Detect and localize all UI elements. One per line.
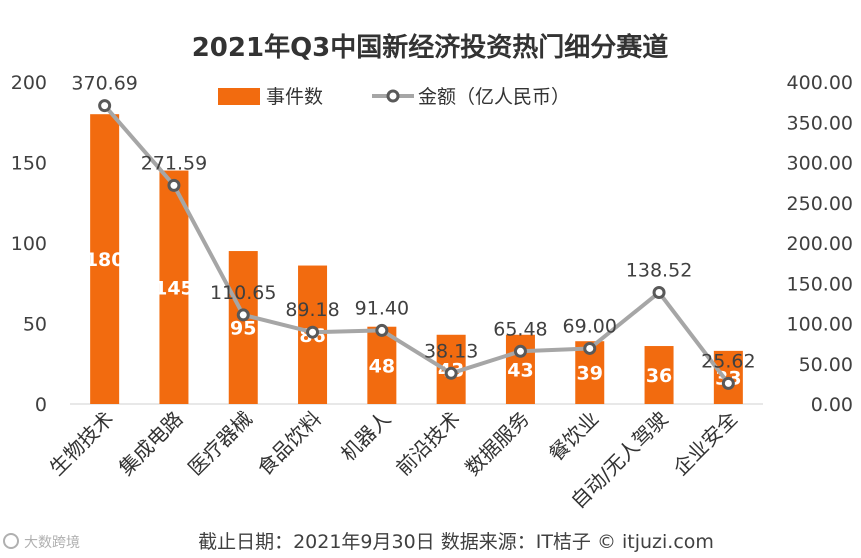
line-point [167,178,181,192]
right-axis-tick: 100.00 [787,314,853,336]
bar-value-label: 95 [230,318,256,340]
line-point [513,344,527,358]
bar [159,170,189,404]
watermark-icon [3,533,19,549]
bar-value-label: 145 [154,277,194,299]
line-point [583,341,597,355]
left-axis-tick: 200 [11,72,47,94]
legend-line-label: 金额（亿人民币） [418,86,570,108]
line-value-label: 25.62 [701,350,755,372]
watermark-text: 大数跨境 [24,535,80,551]
legend-bar-label: 事件数 [266,86,323,108]
bar [90,114,120,404]
line-point [652,285,666,299]
bar-value-label: 180 [85,249,125,271]
line-value-label: 69.00 [563,315,617,337]
line-value-label: 89.18 [285,299,339,321]
category-label: 前沿技术 [391,407,465,481]
line-value-label: 38.13 [424,340,478,362]
bar-value-label: 39 [577,363,603,385]
category-label: 企业安全 [668,407,742,481]
left-axis-tick: 150 [11,153,47,175]
bar [228,251,258,404]
line-series: 370.69 271.59 110.65 89.18 91.40 38.13 65.48 69… [71,73,756,390]
right-axis-tick: 250.00 [787,193,853,215]
line-point [98,99,112,113]
line-point [306,325,320,339]
right-axis-tick: 200.00 [787,233,853,255]
legend: 事件数 金额（亿人民币） [218,86,570,108]
category-label: 食品饮料 [253,407,327,481]
line-point [236,308,250,322]
right-axis-tick: 300.00 [787,153,853,175]
right-axis-tick: 400.00 [787,72,853,94]
axes: 0 50 100 150 200 0.00 50.00 100.00 150.00 200.00 2… [11,72,853,416]
category-label: 医疗器械 [183,407,257,481]
left-axis-tick: 50 [23,314,47,336]
category-label: 生物技术 [45,407,119,481]
line-point [444,366,458,380]
footer-note: 截止日期：2021年9月30日 数据来源：IT桔子 © itjuzi.com [198,531,714,553]
legend-line-marker [386,89,400,103]
watermark-logo: 大数跨境 [3,533,80,551]
legend-bar-swatch [218,88,260,105]
bar-value-label: 36 [646,365,672,387]
chart-title: 2021年Q3中国新经济投资热门细分赛道 [192,32,669,63]
line-path [103,104,730,385]
bar-value-label: 48 [369,355,395,377]
line-value-label: 138.52 [626,259,692,281]
right-axis-tick: 50.00 [799,354,853,376]
right-axis-tick: 150.00 [787,273,853,295]
bar [644,346,674,404]
category-label: 机器人 [336,407,395,466]
category-label: 数据服务 [460,407,534,481]
bar-value-label: 43 [507,359,533,381]
left-axis-tick: 0 [35,394,47,416]
left-axis-tick: 100 [11,233,47,255]
line-value-label: 91.40 [355,297,409,319]
category-label: 集成电路 [114,407,188,481]
right-axis-tick: 350.00 [787,112,853,134]
bar [367,326,397,404]
right-axis-tick: 0.00 [811,394,853,416]
line-value-label: 370.69 [71,73,137,95]
line-value-label: 65.48 [493,318,547,340]
line-point [721,376,735,390]
line-value-label: 271.59 [141,152,207,174]
category-label: 餐饮业 [544,407,603,466]
line-point [375,323,389,337]
line-value-label: 110.65 [210,282,276,304]
